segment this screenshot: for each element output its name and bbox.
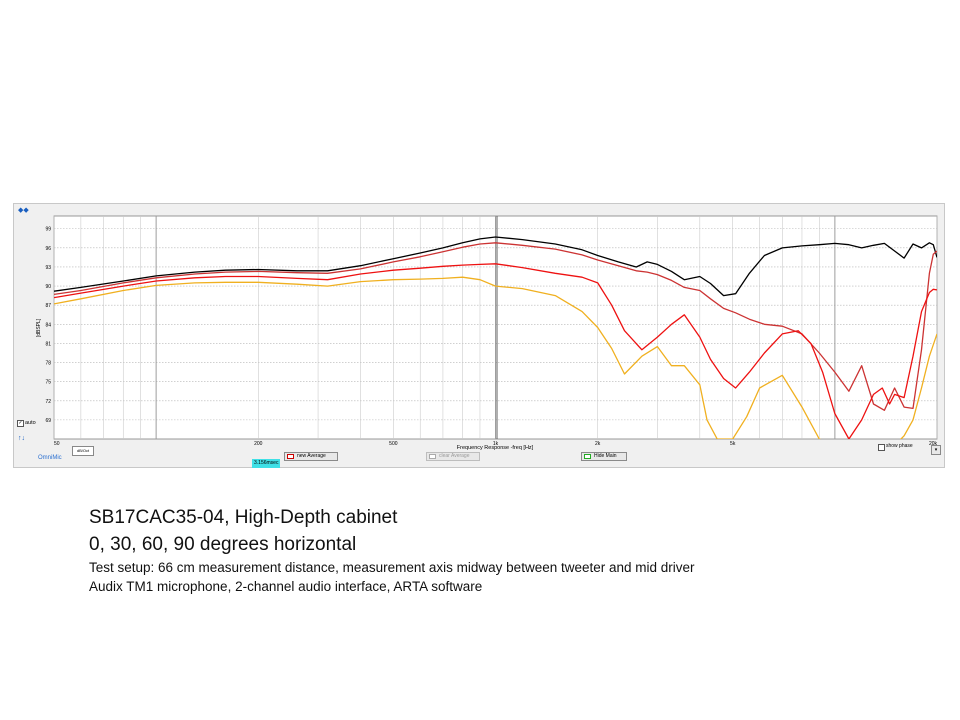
clear-icon [429,454,436,459]
series-line-3 [54,263,937,439]
y-tick-label: 69 [45,418,51,424]
y-tick-label: 75 [45,380,51,386]
options-dropdown[interactable]: ▾ [931,445,941,455]
y-tick-label: 84 [45,322,51,328]
units-field[interactable]: dB/Oct [72,446,94,456]
y-tick-label: 81 [45,341,51,347]
y-tick-label: 99 [45,227,51,233]
x-tick-labels: 50 200 500 1k 2k 5k 20k [54,441,937,447]
x-tick-label: 1k [493,441,499,447]
y-tick-label: 78 [45,361,51,367]
omnimic-brand: OmniMic [38,455,62,461]
caption-test-setup: Test setup: 66 cm measurement distance, … [89,560,695,575]
y-tick-label: 72 [45,399,51,405]
x-tick-label: 2k [595,441,601,447]
y-tick-labels: 69 72 75 78 81 84 87 90 93 96 99 [45,227,51,424]
zoom-arrows-top[interactable]: ◆◆ [18,207,29,214]
grid [53,216,938,439]
x-tick-label: 500 [389,441,398,447]
series-line-2 [54,242,937,411]
auto-checkbox[interactable]: ✓ [17,420,24,427]
x-axis-label: Frequency Response -freq [Hz] [457,445,534,451]
omnimic-window: 69 72 75 78 81 84 87 90 93 96 99 50 200 500 1k 2k 5k 20k… [13,203,945,468]
caption-subtitle: 0, 30, 60, 90 degrees horizontal [89,534,357,555]
hide-main-button[interactable]: Hide Main [581,452,627,461]
caption: SB17CAC35-04, High-Depth cabinet 0, 30, … [89,504,695,596]
x-tick-label: 5k [730,441,736,447]
series [54,236,937,439]
average-icon [287,454,294,459]
hide-icon [584,454,591,459]
y-tick-label: 87 [45,303,51,309]
x-tick-label: 200 [254,441,263,447]
show-phase-label: show phase [886,443,913,449]
x-tick-label: 20k [929,441,938,447]
new-average-button[interactable]: new Average [284,452,338,461]
clear-average-button[interactable]: clear Average [426,452,480,461]
auto-label: auto [25,420,36,426]
y-axis-label: [dBSPL] [36,318,42,337]
y-tick-label: 96 [45,246,51,252]
time-readout: 3.156msec [252,459,281,468]
series-line-1 [54,236,937,297]
y-tick-label: 90 [45,284,51,290]
frequency-response-chart: 69 72 75 78 81 84 87 90 93 96 99 50 200 500 1k 2k 5k 20k… [36,215,938,451]
x-tick-label: 50 [54,441,60,447]
caption-equipment: Audix TM1 microphone, 2-channel audio in… [89,579,483,594]
scroll-arrows-bottom[interactable]: ↑↓ [18,435,25,442]
show-phase-checkbox[interactable] [878,444,885,451]
y-tick-label: 93 [45,265,51,271]
caption-title: SB17CAC35-04, High-Depth cabinet [89,507,398,528]
series-line-4 [54,276,937,439]
